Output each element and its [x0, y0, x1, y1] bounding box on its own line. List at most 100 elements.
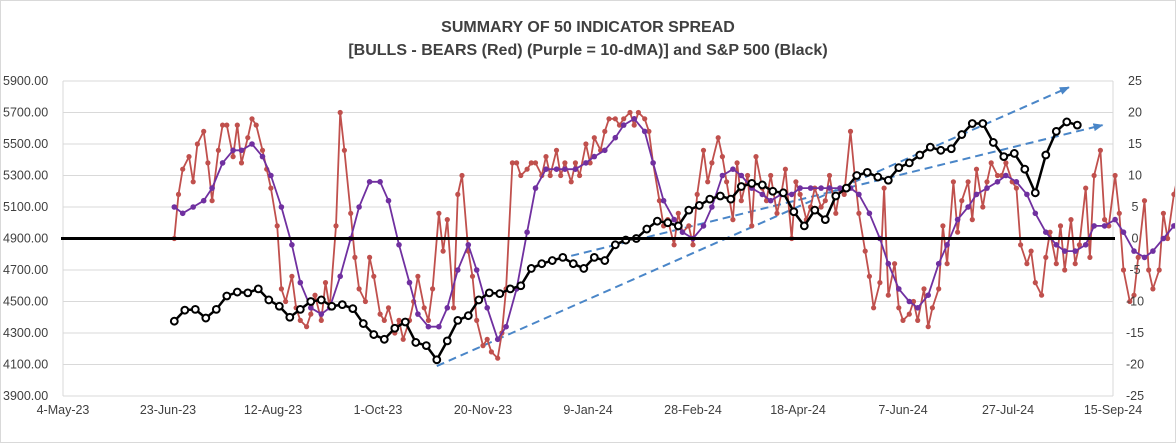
spread-point [484, 336, 490, 342]
sp500-point [988, 138, 998, 147]
sp500-point [558, 253, 568, 262]
ma-point [1150, 248, 1156, 254]
spread-point [724, 179, 730, 185]
spread-point [1076, 242, 1082, 248]
spread-point [1062, 267, 1068, 273]
spread-point [259, 147, 266, 153]
spread-point [1120, 267, 1127, 273]
spread-point [201, 128, 207, 134]
ma-point [356, 204, 362, 210]
y-right-tick-label: -5 [1129, 263, 1140, 277]
spread-point [1053, 261, 1059, 267]
y-right-tick-label: 20 [1128, 106, 1142, 120]
spread-point [577, 172, 583, 179]
sp500-point [694, 201, 704, 210]
sp500-point [957, 130, 967, 139]
spread-point [885, 292, 891, 298]
spread-point [304, 324, 310, 330]
spread-point [1135, 254, 1141, 260]
spread-point [847, 128, 854, 134]
spread-point [896, 305, 902, 311]
ma-point [209, 185, 215, 191]
spread-point [826, 172, 833, 179]
spread-point [856, 210, 862, 216]
sp500-point [232, 287, 242, 297]
spread-point [341, 147, 347, 153]
sp500-point [201, 313, 211, 323]
spread-point [705, 179, 711, 185]
ma-point [984, 185, 990, 191]
y-right-tick-label: -10 [1126, 295, 1144, 309]
ma-point [259, 153, 266, 160]
sp500-point [495, 289, 505, 299]
spread-point [377, 311, 383, 317]
ma-point [200, 197, 207, 204]
spread-point [969, 217, 975, 223]
sp500-point [348, 304, 358, 313]
x-tick-label: 12-Aug-23 [244, 403, 302, 417]
spread-point [797, 191, 803, 197]
y-left-tick-label: 5900.00 [3, 74, 48, 88]
sp500-point [190, 304, 200, 314]
ma-point [553, 166, 560, 172]
spread-point [906, 311, 912, 317]
spread-point [547, 172, 553, 179]
spread-point [451, 305, 457, 311]
spread-point [230, 154, 236, 160]
spread-point [553, 147, 560, 153]
trend-line [570, 123, 1104, 257]
ma-point [377, 179, 383, 185]
sp500-point [747, 178, 757, 188]
sp500-point [169, 316, 179, 326]
ma-point [925, 292, 931, 299]
ma-point [532, 185, 539, 191]
ma-point [249, 141, 255, 147]
spread-point [892, 261, 898, 267]
sp500-point [778, 188, 788, 198]
ma-point [719, 172, 726, 179]
spread-point [425, 317, 431, 323]
ma-point [503, 323, 509, 330]
spread-series [171, 109, 1175, 361]
spread-point [524, 166, 530, 172]
ma-point [385, 197, 392, 204]
ma-point [583, 160, 589, 166]
sp500-point [432, 355, 442, 365]
sp500-point [421, 341, 431, 351]
sp500-point [894, 163, 904, 173]
ma-point [219, 160, 226, 166]
spread-point [1028, 248, 1034, 254]
x-tick-label: 4-May-23 [37, 403, 90, 417]
x-tick-label: 23-Jun-23 [140, 403, 196, 417]
ma-point [730, 166, 736, 172]
spread-point [635, 109, 642, 116]
spread-point [822, 198, 828, 204]
spread-point [396, 317, 402, 323]
ma-point [543, 166, 549, 172]
sp500-point [610, 240, 620, 250]
spread-point [190, 179, 196, 185]
spread-point [768, 172, 774, 179]
spread-point [980, 204, 986, 210]
spread-point [745, 172, 751, 179]
y-left-tick-label: 5500.00 [3, 137, 48, 151]
spread-point [877, 280, 883, 286]
spread-point [915, 317, 921, 323]
spread-point [180, 166, 186, 172]
sp500-point [243, 288, 253, 298]
sp500-point [1020, 164, 1030, 174]
spread-point [818, 204, 824, 210]
spread-point [205, 160, 211, 166]
spread-point [602, 128, 608, 134]
spread-point [367, 254, 373, 260]
spread-point [297, 317, 303, 323]
sp500-point [568, 259, 578, 269]
spread-point [318, 317, 324, 323]
spread-point [415, 273, 421, 279]
y-left-tick-label: 4100.00 [3, 358, 48, 372]
spread-point [562, 160, 568, 166]
spread-point [671, 242, 677, 248]
spread-point [694, 191, 700, 197]
spread-point [730, 217, 736, 223]
ma-point [906, 298, 913, 305]
